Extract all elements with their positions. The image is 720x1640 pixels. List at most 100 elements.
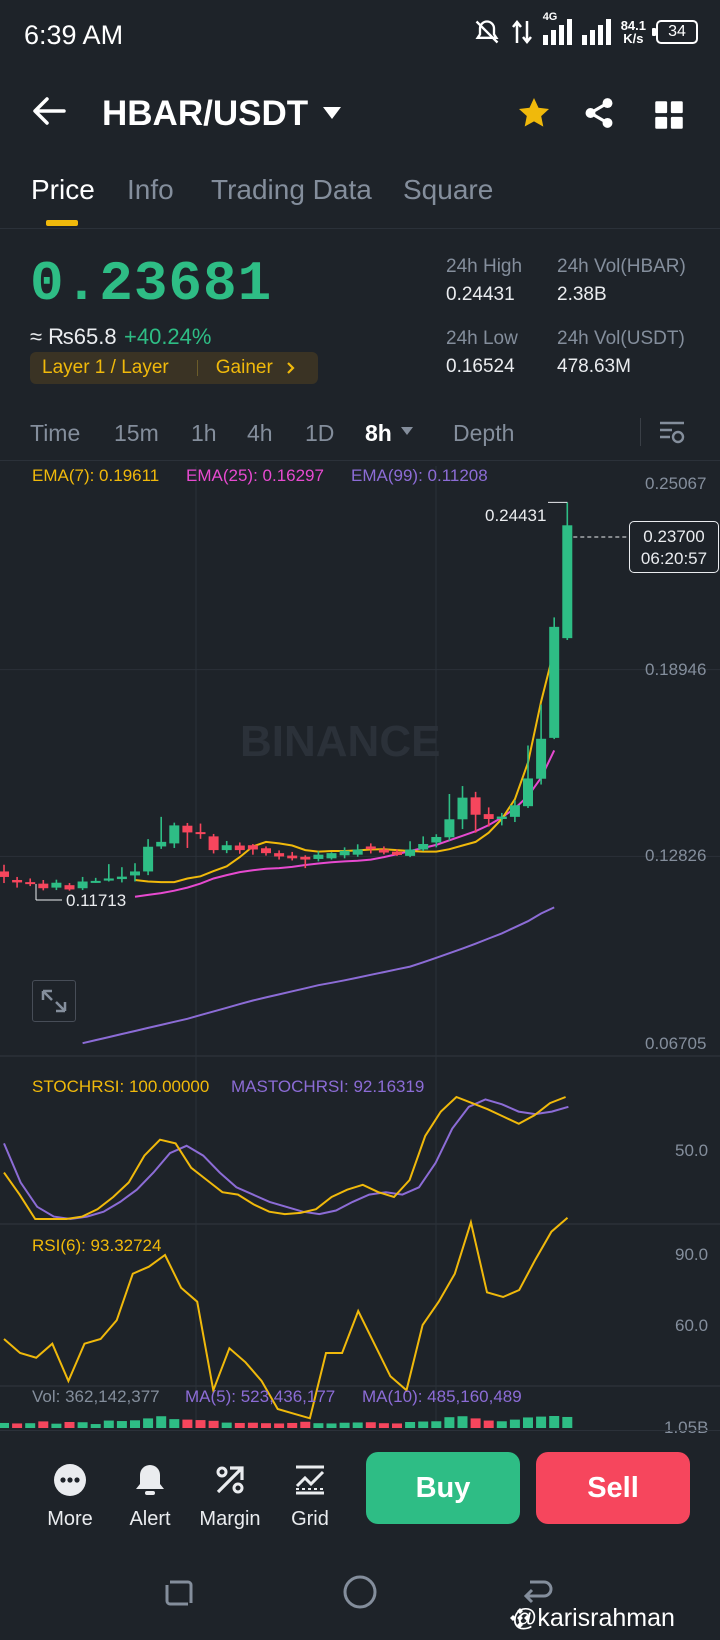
volume-bar	[496, 1421, 507, 1428]
rsi6-line	[3, 1216, 569, 1420]
more-button[interactable]: More	[30, 1458, 110, 1531]
interval-1d[interactable]: 1D	[305, 420, 335, 446]
candle-body	[261, 848, 271, 854]
stat-low-label: 24h Low	[446, 328, 518, 349]
rsi-axis-tick-0: 90.0	[675, 1245, 709, 1264]
price-axis-tick-3: 0.06705	[645, 1034, 707, 1053]
current-price-tag: 0.23700 06:20:57	[629, 521, 719, 573]
tab-divider	[0, 228, 720, 229]
volume-bar	[300, 1421, 311, 1428]
expand-chart-button[interactable]	[32, 980, 76, 1022]
chart-grid	[0, 466, 720, 1428]
candle-body	[156, 841, 167, 847]
candle-body	[431, 836, 442, 843]
grid-icon[interactable]	[654, 100, 684, 130]
star-icon[interactable]	[516, 95, 552, 131]
home-nav-icon[interactable]	[342, 1574, 378, 1610]
grid-button[interactable]: Grid	[270, 1458, 350, 1531]
sell-button[interactable]: Sell	[536, 1452, 690, 1524]
candle-body	[221, 845, 232, 851]
candle-body	[274, 853, 285, 857]
more-label: More	[47, 1508, 93, 1530]
volume-bar	[418, 1421, 429, 1428]
candle-body	[509, 805, 520, 817]
candle-body	[77, 881, 88, 889]
rsi-label: RSI(6): 93.32724	[32, 1236, 162, 1255]
interval-caret-icon[interactable]	[400, 426, 414, 436]
candle-body	[208, 836, 219, 851]
alert-button[interactable]: Alert	[110, 1458, 190, 1531]
volume-bar	[116, 1421, 127, 1428]
tag-separator	[196, 360, 198, 376]
interval-8h[interactable]: 8h	[365, 420, 392, 446]
tab-info[interactable]: Info	[127, 174, 174, 205]
candle-body	[182, 825, 193, 833]
stat-high-label: 24h High	[446, 256, 523, 277]
tag-gainer[interactable]: Gainer	[215, 357, 273, 378]
data-transfer-icon	[511, 19, 532, 45]
net-speed: 84.1 K/s	[621, 19, 646, 45]
candle-body	[549, 626, 560, 738]
back-nav-icon[interactable]	[520, 1576, 554, 1610]
grid-trading-icon	[295, 1465, 325, 1495]
candle-body	[195, 832, 206, 835]
binance-logo-icon	[510, 1608, 530, 1628]
current-price-value: 0.23700	[643, 527, 705, 546]
interval-1h[interactable]: 1h	[191, 420, 217, 446]
price-axis-tick-2: 0.12826	[645, 846, 707, 865]
candle-body	[143, 846, 154, 872]
ema99-label: EMA(99): 0.11208	[351, 466, 488, 485]
buy-button[interactable]: Buy	[366, 1452, 520, 1524]
tag-category[interactable]: Layer 1 / Layer	[42, 357, 169, 378]
margin-button[interactable]: Margin	[190, 1458, 270, 1531]
volume-bar	[103, 1420, 114, 1428]
pair-title[interactable]: HBAR/USDT	[102, 94, 309, 133]
volume-bar	[509, 1419, 520, 1428]
tab-trading-data[interactable]: Trading Data	[211, 174, 372, 205]
stat-vol-hbar-value: 2.38B	[557, 284, 607, 305]
candle-body	[378, 849, 389, 853]
recents-nav-icon[interactable]	[162, 1576, 196, 1610]
volume-bar	[562, 1416, 573, 1428]
candle-body	[365, 846, 376, 850]
chart-settings-icon[interactable]	[658, 418, 686, 446]
volume-bar	[470, 1418, 481, 1428]
candle-body	[300, 856, 311, 860]
volume-bar	[38, 1421, 49, 1428]
interval-4h[interactable]: 4h	[247, 420, 273, 446]
interval-depth[interactable]: Depth	[453, 420, 515, 446]
candle-body	[496, 816, 507, 819]
back-arrow-icon[interactable]	[32, 94, 66, 128]
candle-body	[130, 871, 140, 876]
candle-body	[64, 885, 75, 890]
volume-bar	[261, 1423, 271, 1428]
volume-bar	[169, 1419, 180, 1428]
interval-time[interactable]: Time	[30, 420, 81, 446]
tag-chip[interactable]: Layer 1 / Layer Gainer	[30, 352, 318, 384]
candlestick-chart[interactable]: BINANCE	[0, 460, 720, 1428]
tab-square[interactable]: Square	[403, 174, 494, 205]
network-type: 4G	[542, 11, 558, 23]
candle-body	[352, 849, 363, 855]
volume-bar	[392, 1423, 402, 1428]
ema-lines	[82, 649, 556, 1045]
alert-label: Alert	[129, 1508, 171, 1530]
caret-down-icon[interactable]	[322, 106, 342, 120]
chart-max-label: 0.24431	[485, 506, 547, 525]
interval-15m[interactable]: 15m	[114, 420, 159, 446]
volume-bar	[64, 1422, 75, 1428]
volume-bars	[0, 1416, 573, 1428]
expand-icon	[41, 989, 67, 1013]
stat-vol-usdt-value: 478.63M	[557, 356, 631, 377]
volume-bar	[523, 1417, 533, 1428]
candle-body	[38, 883, 49, 889]
ema25-label: EMA(25): 0.16297	[186, 466, 324, 485]
ma10-label: MA(10): 485,160,489	[362, 1387, 522, 1406]
volume-bar	[182, 1419, 193, 1428]
tab-price[interactable]: Price	[31, 174, 95, 205]
share-icon[interactable]	[582, 96, 616, 130]
bell-icon	[136, 1465, 164, 1495]
volume-bar	[549, 1416, 560, 1428]
volume-bar	[221, 1422, 232, 1428]
stochrsi-line	[3, 1095, 566, 1220]
